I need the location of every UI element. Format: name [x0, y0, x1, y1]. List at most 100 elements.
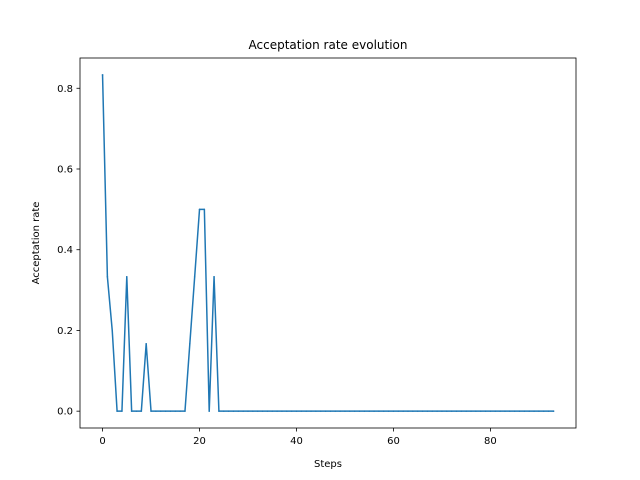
data-point	[339, 410, 341, 412]
data-point	[218, 410, 220, 412]
data-point	[281, 410, 283, 412]
data-point	[310, 410, 312, 412]
data-point	[407, 410, 409, 412]
data-point	[392, 410, 395, 412]
data-point	[164, 410, 167, 412]
x-tick-label: 60	[387, 436, 400, 447]
data-point	[344, 410, 346, 412]
data-point	[203, 208, 206, 211]
data-point	[431, 410, 433, 412]
axes-frame	[79, 57, 577, 429]
x-tick-label: 0	[99, 436, 105, 447]
y-axis-label: Acceptation rate	[31, 202, 42, 285]
data-point	[140, 410, 143, 412]
data-point	[378, 410, 380, 412]
data-point	[499, 410, 501, 412]
data-point	[450, 410, 453, 412]
y-tick-label: 0.2	[57, 326, 73, 337]
chart-title: Acceptation rate evolution	[249, 38, 408, 52]
data-point	[227, 410, 230, 412]
data-point	[479, 410, 482, 412]
data-point	[150, 410, 152, 412]
data-point	[552, 410, 555, 412]
data-point	[436, 410, 438, 412]
x-tick-label: 80	[484, 436, 497, 447]
data-point	[397, 410, 400, 412]
data-point	[179, 410, 181, 412]
data-point	[494, 410, 497, 412]
data-point	[509, 410, 511, 412]
y-tick-label: 0.4	[57, 245, 73, 256]
data-point	[256, 410, 259, 412]
data-point	[266, 410, 269, 412]
data-point	[242, 410, 244, 412]
y-axis-ticks: 0.0 0.2 0.4 0.6 0.8	[57, 84, 80, 418]
y-tick-label: 0.0	[57, 407, 73, 418]
data-point	[547, 410, 550, 412]
data-point	[315, 410, 317, 412]
data-point	[155, 410, 157, 412]
data-point	[465, 410, 467, 412]
data-point	[441, 410, 443, 412]
data-point	[523, 410, 526, 412]
data-point	[533, 410, 535, 412]
data-point	[368, 410, 370, 412]
data-point	[271, 410, 273, 412]
x-tick-label: 40	[290, 436, 303, 447]
series-line	[101, 74, 555, 412]
data-point	[305, 410, 307, 412]
data-point	[484, 410, 487, 412]
data-point	[421, 410, 424, 412]
data-point	[213, 276, 215, 278]
data-point	[475, 410, 477, 412]
data-point	[455, 410, 458, 412]
data-point	[329, 410, 332, 412]
data-point	[193, 276, 196, 278]
plot-area: 0 20 40 60 80 0.0 0.2 0.4 0.6 0.8	[57, 57, 577, 447]
data-point	[446, 410, 448, 412]
data-point	[518, 410, 521, 412]
data-point	[349, 410, 351, 412]
data-point	[538, 410, 540, 412]
data-point	[528, 410, 530, 412]
data-point	[198, 208, 201, 211]
data-point	[416, 410, 419, 412]
data-point	[358, 410, 361, 412]
data-point	[223, 410, 225, 412]
data-point	[324, 410, 327, 412]
x-tick-label: 20	[193, 436, 206, 447]
data-point	[353, 410, 356, 412]
y-tick-label: 0.6	[57, 164, 73, 175]
data-point	[261, 410, 264, 412]
data-point	[300, 410, 303, 412]
data-point	[402, 410, 404, 412]
data-point	[460, 410, 463, 412]
data-point	[295, 410, 298, 412]
data-point	[276, 410, 278, 412]
data-point	[189, 343, 191, 345]
data-point	[247, 410, 249, 412]
x-axis-label: Steps	[314, 459, 342, 470]
data-point	[174, 410, 177, 412]
data-point	[412, 410, 414, 412]
data-point	[334, 410, 337, 412]
data-point	[106, 276, 109, 278]
data-point	[126, 276, 128, 278]
data-point	[111, 329, 113, 332]
x-axis-ticks: 0 20 40 60 80	[99, 428, 497, 447]
data-point	[135, 410, 138, 412]
data-point	[145, 343, 147, 345]
data-point	[470, 410, 472, 412]
data-points	[101, 74, 555, 412]
data-point	[489, 410, 492, 412]
data-point	[543, 410, 545, 412]
data-point	[130, 410, 133, 412]
data-point	[159, 410, 162, 412]
data-point	[252, 410, 254, 412]
data-point	[184, 410, 186, 412]
y-tick-label: 0.8	[57, 84, 73, 95]
data-point	[504, 410, 506, 412]
data-point	[387, 410, 390, 412]
